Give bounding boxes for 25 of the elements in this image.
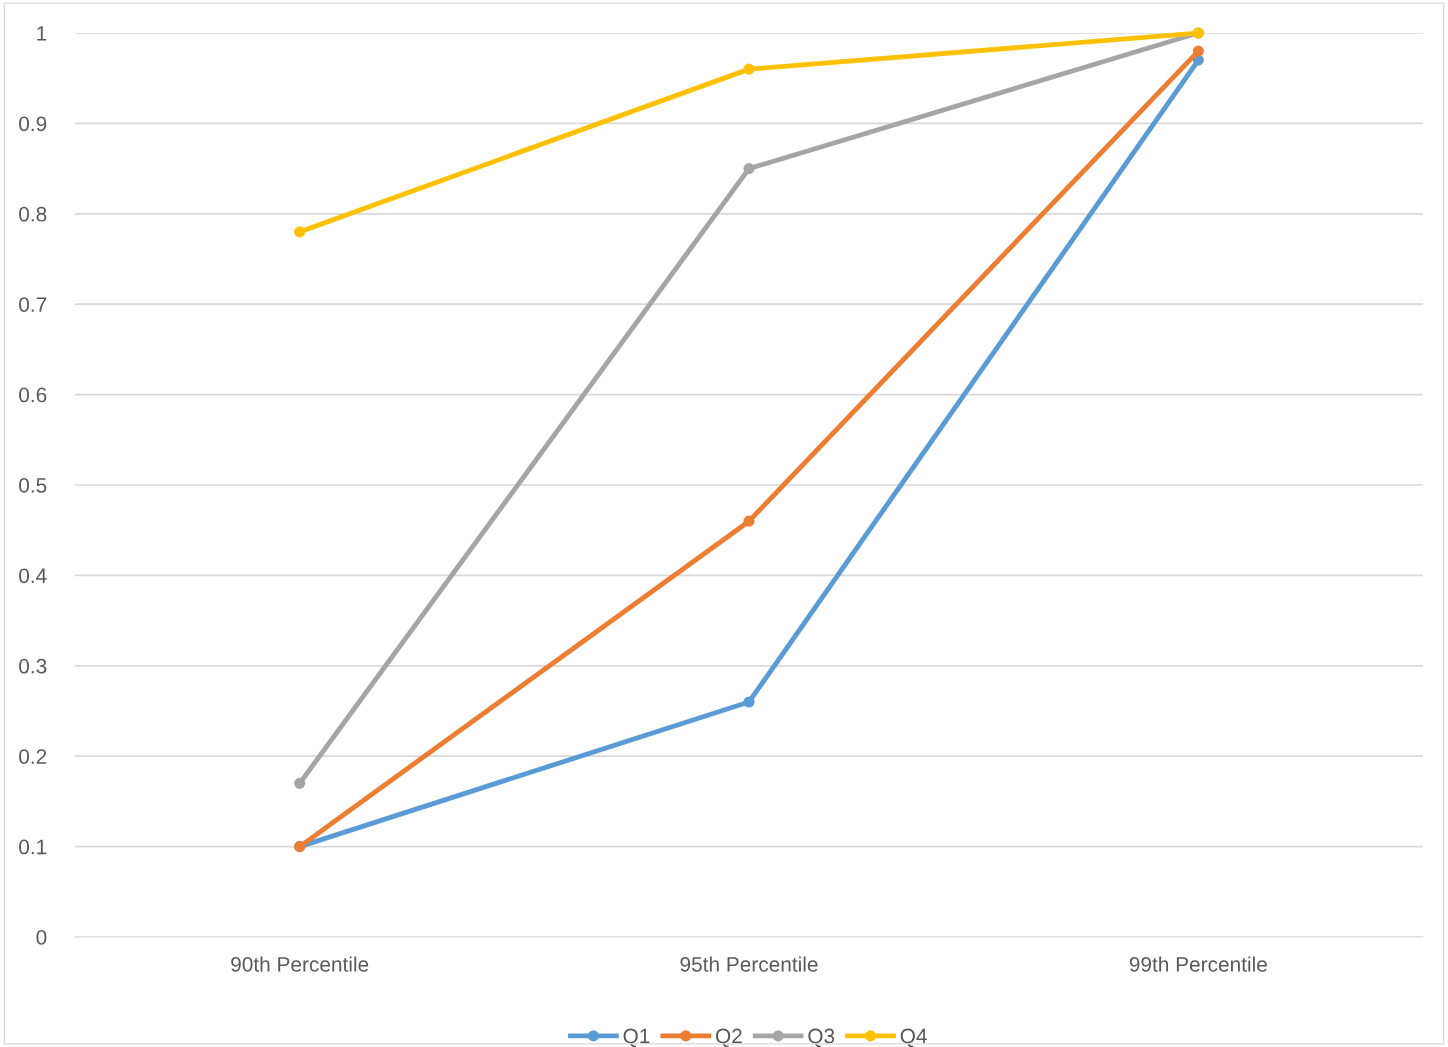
legend-label: Q1 [623,1028,650,1047]
x-tick-label: 90th Percentile [231,956,369,972]
legend-label: Q2 [715,1028,742,1047]
point [743,696,755,708]
legend-label: Q3 [808,1028,835,1047]
point [294,226,306,238]
y-tick-label: 1 [37,26,47,41]
y-tick-label: 0.7 [19,297,47,312]
point [743,63,755,75]
y-tick-label: 0.4 [19,568,47,584]
y-tick-label: 0.8 [19,206,47,222]
y-tick-label: 0 [36,930,47,945]
x-tick-label: 99th Percentile [1129,956,1267,972]
y-tick-label: 0.3 [19,658,47,674]
point [743,163,755,175]
x-tick-label: 95th Percentile [680,956,818,972]
y-tick-label: 0.6 [19,387,47,403]
y-tick-label: 0.9 [19,116,47,132]
point [294,777,306,789]
y-tick-label: 0.1 [19,839,47,855]
y-tick-label: 0.2 [19,749,47,764]
legend-label: Q4 [900,1028,927,1047]
point [1192,45,1204,57]
y-tick-label: 0.5 [19,478,47,493]
point [743,515,755,527]
